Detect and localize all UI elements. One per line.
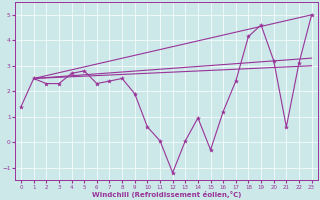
X-axis label: Windchill (Refroidissement éolien,°C): Windchill (Refroidissement éolien,°C) [92,191,241,198]
